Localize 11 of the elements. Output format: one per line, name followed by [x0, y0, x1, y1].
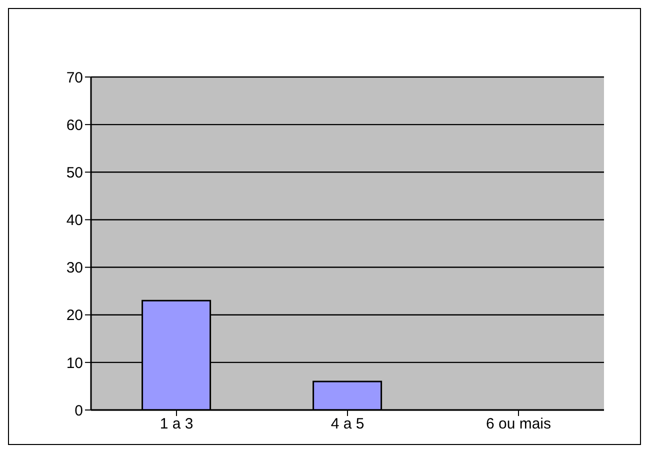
y-tick-label: 70: [66, 69, 83, 86]
y-tick-label: 20: [66, 307, 83, 324]
y-tick-label: 60: [66, 116, 83, 134]
y-tick-label: 10: [66, 354, 83, 372]
x-tick-label: 4 a 5: [330, 416, 364, 433]
y-tick-label: 50: [66, 164, 83, 182]
y-tick-label: 0: [74, 402, 83, 420]
x-tick-label: 1 a 3: [160, 416, 194, 433]
x-tick-label: 6 ou mais: [486, 416, 552, 433]
y-tick-label: 40: [66, 212, 83, 230]
y-tick-label: 30: [66, 260, 83, 277]
